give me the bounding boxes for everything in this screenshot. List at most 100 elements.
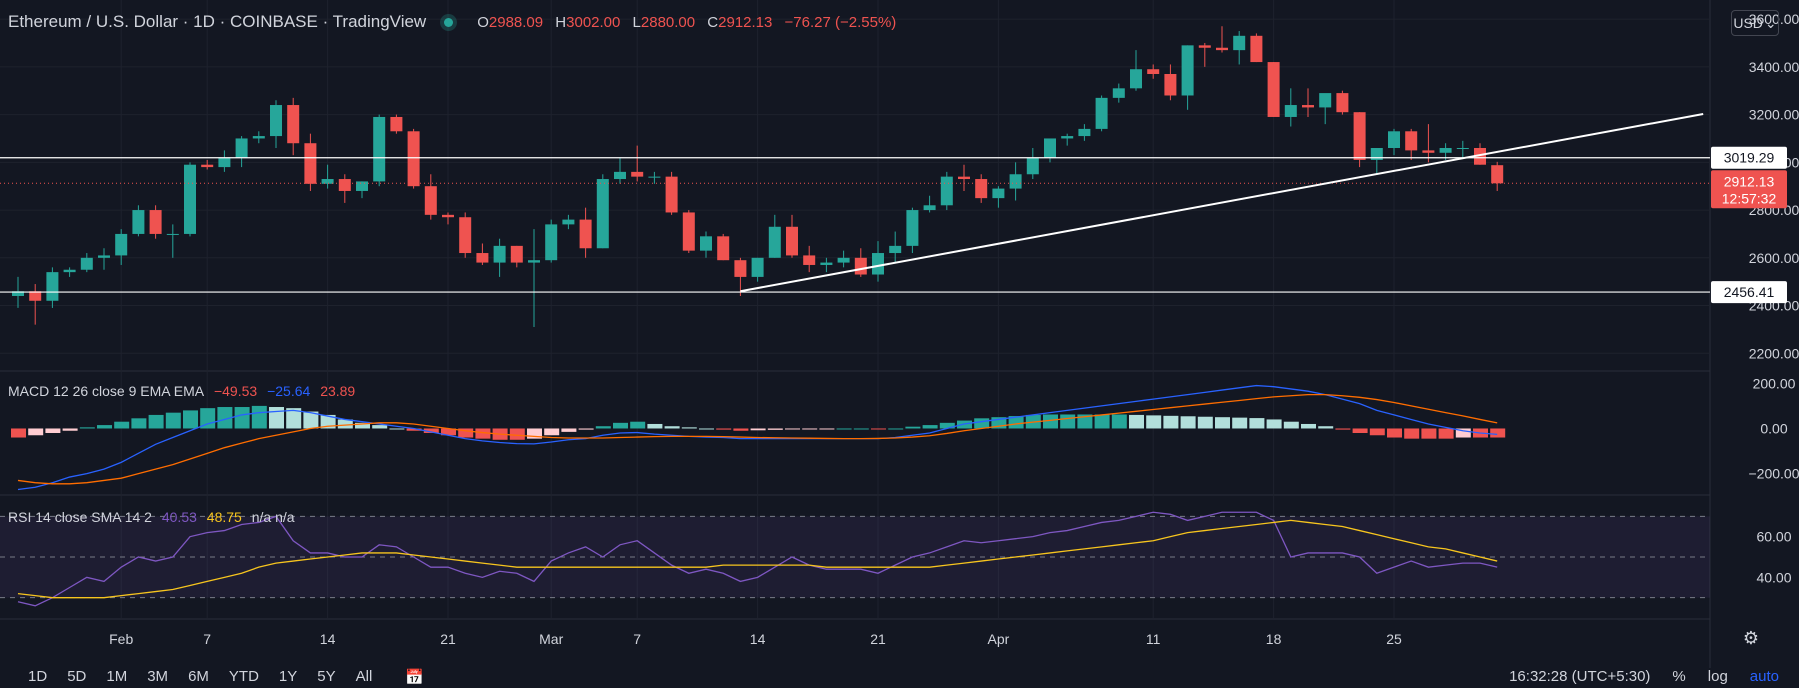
macd-histogram-bar	[1181, 416, 1196, 428]
candle-body	[511, 246, 523, 263]
macd-histogram-bar	[510, 428, 525, 439]
macd-histogram-bar	[1198, 417, 1213, 429]
candle-body	[1285, 105, 1297, 117]
candle-body	[786, 227, 798, 256]
candle-body	[81, 258, 93, 270]
candle-body	[1457, 148, 1469, 149]
candle-body	[184, 165, 196, 234]
candle-body	[1440, 148, 1452, 153]
close-value: 2912.13	[718, 14, 772, 31]
time-tick-label: 14	[320, 631, 336, 647]
macd-histogram-bar	[819, 428, 834, 429]
macd-histogram-bar	[974, 418, 989, 428]
candle-body	[1078, 129, 1090, 136]
candle-body	[1061, 136, 1073, 138]
macd-histogram-bar	[131, 418, 146, 428]
timeframe-5y[interactable]: 5Y	[317, 668, 335, 685]
candle-body	[304, 143, 316, 184]
rsi-tick-label: 40.00	[1756, 569, 1791, 585]
candle-body	[1422, 150, 1434, 152]
rsi-ma-value: 48.75	[207, 509, 242, 525]
candle-body	[218, 158, 230, 168]
macd-histogram-bar	[699, 428, 714, 429]
macd-histogram-bar	[1284, 422, 1299, 429]
macd-histogram-bar	[665, 426, 680, 428]
macd-histogram-bar	[235, 407, 250, 428]
log-toggle[interactable]: log	[1708, 668, 1728, 685]
candle-body	[1250, 36, 1262, 62]
low-label: L	[633, 14, 641, 31]
timeframe-5d[interactable]: 5D	[67, 668, 86, 685]
candle-body	[1336, 93, 1348, 112]
macd-title[interactable]: MACD 12 26 close 9 EMA EMA	[8, 383, 204, 399]
macd-histogram-bar	[183, 410, 198, 428]
candle-body	[545, 224, 557, 260]
macd-histogram-bar	[372, 425, 387, 428]
candle-body	[476, 253, 488, 263]
candle-body	[339, 179, 351, 191]
macd-histogram-bar	[1301, 424, 1316, 429]
macd-histogram-bar	[647, 424, 662, 429]
timeframe-all[interactable]: All	[356, 668, 373, 685]
rsi-title[interactable]: RSI 14 close SMA 14 2	[8, 509, 152, 525]
currency-select[interactable]: USD ⌄	[1731, 10, 1779, 36]
calendar-icon[interactable]: 📅	[405, 668, 424, 686]
macd-histogram-bar	[166, 413, 181, 429]
chevron-down-icon: ⌄	[1765, 15, 1777, 32]
close-label: C	[707, 14, 718, 31]
candle-body	[683, 212, 695, 250]
low-value: 2880.00	[641, 14, 695, 31]
candle-body	[992, 189, 1004, 199]
candle-body	[941, 177, 953, 206]
candle-body	[236, 138, 248, 157]
macd-histogram-bar	[1129, 415, 1144, 429]
candle-body	[1182, 45, 1194, 95]
candle-body	[1027, 158, 1039, 175]
resistance-price-label: 3019.29	[1724, 150, 1775, 166]
support-price-label: 2456.41	[1724, 284, 1775, 300]
timeframe-1y[interactable]: 1Y	[279, 668, 297, 685]
macd-histogram-bar	[1439, 428, 1454, 438]
time-tick-label: 21	[440, 631, 456, 647]
time-tick-label: Mar	[539, 631, 563, 647]
candle-body	[1302, 105, 1314, 107]
macd-histogram-bar	[45, 428, 60, 433]
price-tick-label: 3400.00	[1749, 59, 1799, 75]
timeframe-1m[interactable]: 1M	[106, 668, 127, 685]
macd-histogram-bar	[871, 428, 886, 429]
macd-histogram-bar	[613, 423, 628, 429]
clock-time[interactable]: 16:32:28 (UTC+5:30)	[1509, 668, 1650, 685]
candle-body	[270, 105, 282, 136]
timeframe-3m[interactable]: 3M	[147, 668, 168, 685]
auto-toggle[interactable]: auto	[1750, 668, 1779, 685]
candle-body	[648, 177, 660, 178]
candle-body	[1388, 131, 1400, 148]
candle-body	[322, 179, 334, 184]
timeframe-ytd[interactable]: YTD	[229, 668, 259, 685]
timeframe-1d[interactable]: 1D	[28, 668, 47, 685]
candle-body	[1354, 112, 1366, 160]
candle-body	[425, 186, 437, 215]
candle-body	[408, 131, 420, 186]
macd-histogram-bar	[28, 428, 43, 435]
time-tick-label: 14	[750, 631, 766, 647]
candle-body	[167, 234, 179, 235]
candle-body	[150, 210, 162, 234]
open-value: 2988.09	[489, 14, 543, 31]
macd-histogram-bar	[1387, 428, 1402, 437]
macd-header: MACD 12 26 close 9 EMA EMA −49.53 −25.64…	[8, 383, 361, 399]
macd-tick-label: 0.00	[1760, 420, 1787, 436]
candle-body	[855, 258, 867, 275]
candle-body	[769, 227, 781, 258]
high-value: 3002.00	[566, 14, 620, 31]
candle-body	[734, 260, 746, 277]
symbol-title[interactable]: Ethereum / U.S. Dollar · 1D · COINBASE ·…	[8, 12, 426, 32]
candle-body	[631, 172, 643, 177]
candle-body	[356, 181, 368, 191]
candle-body	[253, 136, 265, 138]
time-tick-label: Feb	[109, 631, 133, 647]
percent-toggle[interactable]: %	[1672, 668, 1685, 685]
timeframe-6m[interactable]: 6M	[188, 668, 209, 685]
candle-body	[1096, 98, 1108, 129]
